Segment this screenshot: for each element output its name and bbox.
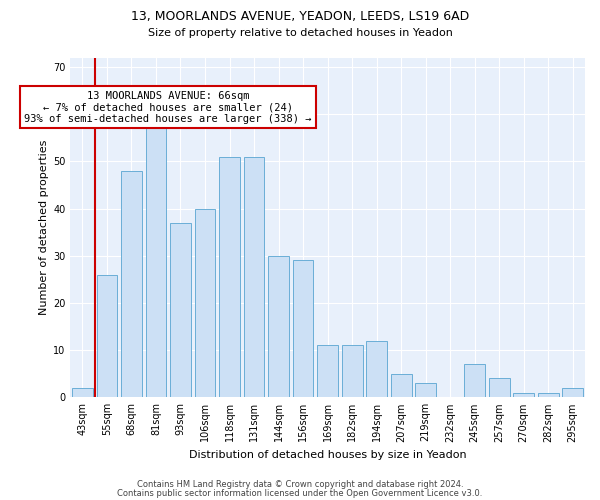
Bar [464,364,485,398]
Bar [391,374,412,398]
Text: Contains public sector information licensed under the Open Government Licence v3: Contains public sector information licen… [118,489,482,498]
Bar [293,260,313,398]
Text: 13 MOORLANDS AVENUE: 66sqm
← 7% of detached houses are smaller (24)
93% of semi-: 13 MOORLANDS AVENUE: 66sqm ← 7% of detac… [25,90,312,124]
Bar [72,388,93,398]
Text: Contains HM Land Registry data © Crown copyright and database right 2024.: Contains HM Land Registry data © Crown c… [137,480,463,489]
Bar [170,222,191,398]
Bar [121,171,142,398]
Bar [244,156,265,398]
Bar [415,383,436,398]
Bar [489,378,509,398]
Bar [366,340,387,398]
Bar [513,392,534,398]
Text: Size of property relative to detached houses in Yeadon: Size of property relative to detached ho… [148,28,452,38]
Bar [219,156,240,398]
Bar [146,128,166,398]
Y-axis label: Number of detached properties: Number of detached properties [39,140,49,315]
Bar [317,346,338,398]
Bar [268,256,289,398]
Text: 13, MOORLANDS AVENUE, YEADON, LEEDS, LS19 6AD: 13, MOORLANDS AVENUE, YEADON, LEEDS, LS1… [131,10,469,23]
Bar [341,346,362,398]
Bar [194,208,215,398]
Bar [538,392,559,398]
Bar [562,388,583,398]
X-axis label: Distribution of detached houses by size in Yeadon: Distribution of detached houses by size … [189,450,466,460]
Bar [97,274,118,398]
